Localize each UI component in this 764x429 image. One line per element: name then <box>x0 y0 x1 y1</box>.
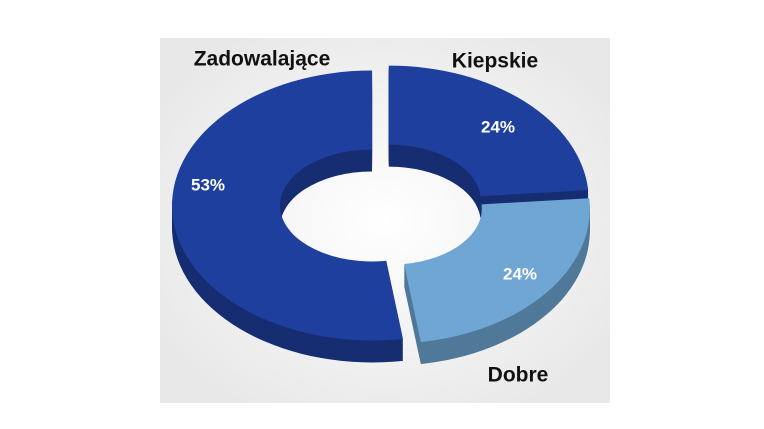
category-label: Dobre <box>488 364 549 387</box>
donut <box>172 65 590 365</box>
segment <box>172 70 404 341</box>
value-label: 24% <box>481 117 515 136</box>
category-label: Kiepskie <box>452 50 538 73</box>
segment <box>404 198 590 343</box>
category-label: Zadowalające <box>194 48 331 71</box>
value-label: 24% <box>503 264 537 283</box>
labels: Kiepskie 24% Dobre 24% Zadowalające 53% <box>191 48 548 387</box>
segment <box>388 65 589 197</box>
value-label: 53% <box>191 175 225 194</box>
